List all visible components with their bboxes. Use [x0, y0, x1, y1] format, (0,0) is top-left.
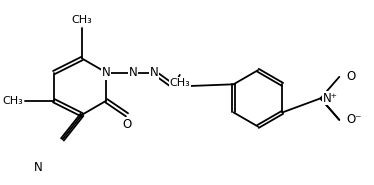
Text: N: N [102, 66, 111, 79]
Text: O: O [123, 118, 132, 131]
Text: N: N [128, 66, 137, 79]
Text: N: N [34, 161, 43, 174]
Text: CH₃: CH₃ [72, 15, 92, 25]
Text: O: O [346, 70, 356, 83]
Text: N⁺: N⁺ [322, 92, 337, 105]
Text: O⁻: O⁻ [346, 113, 362, 126]
Text: N: N [150, 66, 159, 79]
Text: CH₃: CH₃ [169, 78, 190, 88]
Text: CH₃: CH₃ [3, 96, 23, 106]
